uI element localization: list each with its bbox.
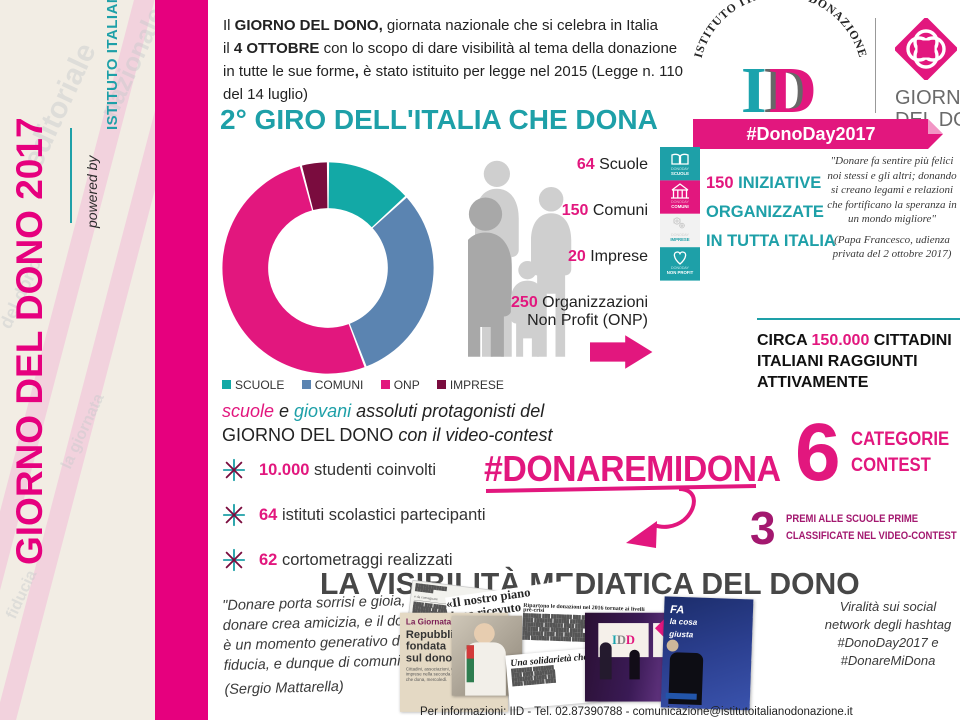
svg-text:D: D <box>769 54 817 127</box>
svg-text:SCUOLE: SCUOLE <box>671 171 689 176</box>
svg-text:NON PROFIT: NON PROFIT <box>667 270 694 275</box>
svg-text:#DonoDay2017: #DonoDay2017 <box>746 124 875 144</box>
svg-text:ISTITUTO ITALIANO DONAZIONE: ISTITUTO ITALIANO DONAZIONE <box>691 0 871 59</box>
svg-text:I: I <box>741 54 767 127</box>
svg-text:COMUNI: COMUNI <box>671 204 688 209</box>
svg-text:IMPRESE: IMPRESE <box>670 237 689 242</box>
